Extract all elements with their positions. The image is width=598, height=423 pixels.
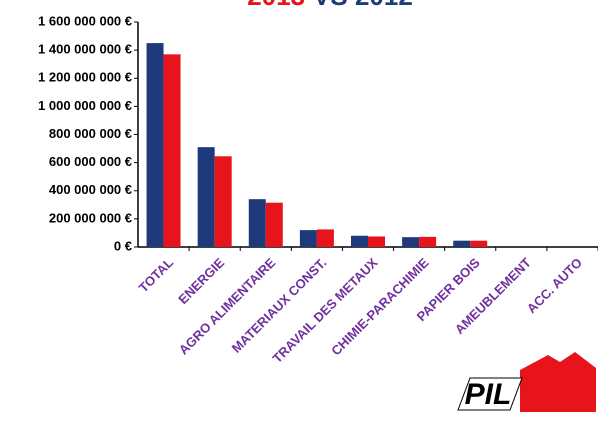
bar [453, 240, 471, 247]
bar [470, 240, 488, 247]
bar [351, 235, 368, 247]
bar [402, 237, 420, 247]
logo-text: PIL [465, 378, 512, 411]
bar [419, 236, 437, 247]
bar [248, 199, 266, 247]
x-tick-label: TRAVAIL DES METAUX [270, 255, 381, 366]
y-tick-label: 200 000 000 € [49, 210, 132, 225]
title-rest: VS 2012 [313, 0, 413, 11]
x-tick-label: CHIMIE-PARACHIMIE [328, 255, 432, 359]
bar [146, 43, 164, 247]
x-tick-label: MATERIAUX CONST. [229, 255, 330, 356]
y-tick-label: 1 000 000 000 € [38, 98, 132, 113]
bar [265, 202, 283, 247]
bar [299, 230, 317, 247]
y-tick-label: 600 000 000 € [49, 154, 132, 169]
x-tick-label: AGRO ALIMENTAIRE [176, 255, 279, 358]
title-highlight: 2013 [247, 0, 305, 11]
y-tick-label: 1 200 000 000 € [38, 70, 132, 85]
bar [197, 147, 215, 247]
chart-title: 2013 VS 2012 [247, 0, 413, 11]
bar [214, 156, 232, 247]
y-tick-label: 0 € [114, 238, 132, 253]
logo: PIL [457, 352, 596, 412]
x-tick-label: TOTAL [136, 255, 176, 295]
x-tick-label: ENERGIE [175, 255, 227, 307]
y-tick-label: 800 000 000 € [49, 126, 132, 141]
x-tick-label: ACC. AUTO [524, 255, 585, 316]
y-tick-label: 400 000 000 € [49, 182, 132, 197]
bar [163, 54, 181, 247]
bar [316, 229, 334, 247]
y-tick-label: 1 400 000 000 € [38, 42, 132, 57]
y-tick-label: 1 600 000 000 € [38, 13, 132, 28]
bar [368, 236, 385, 247]
